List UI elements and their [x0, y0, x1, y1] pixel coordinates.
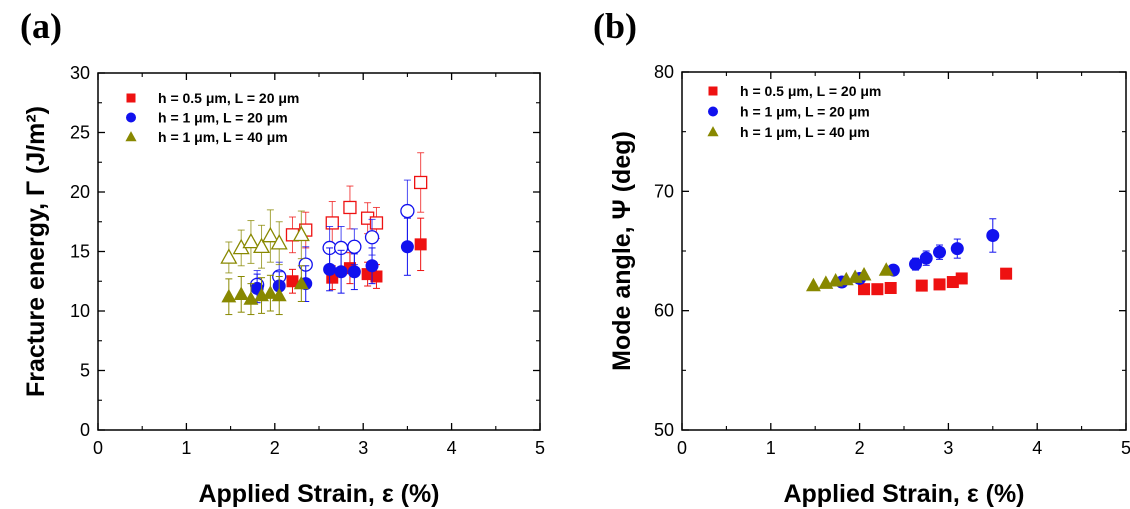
- x-tick-label: 4: [447, 438, 457, 458]
- filled-square-point: [858, 283, 871, 296]
- y-axis-title: Mode angle, Ψ (deg): [608, 131, 636, 371]
- series-circle: [249, 179, 415, 304]
- filled-square-point: [915, 279, 928, 292]
- filled-triangle-point: [243, 291, 259, 305]
- y-tick-label: 60: [654, 301, 674, 321]
- filled-square-point: [414, 238, 427, 251]
- legend-marker-square: [708, 86, 718, 96]
- legend-marker-triangle: [125, 131, 137, 142]
- y-tick-label: 10: [70, 301, 90, 321]
- filled-square-point: [884, 281, 897, 294]
- filled-square-point: [286, 275, 299, 288]
- panel-b: (b) 0 1 2 3 4 5 50 60 70 80 Applied Strain, ε (%) Mo…: [593, 6, 1130, 508]
- legend-label: h = 1 μm, L = 20 μm: [158, 110, 288, 126]
- legend-label: h = 1 μm, L = 40 μm: [158, 129, 288, 145]
- filled-circle-point: [950, 242, 964, 256]
- x-tick-label: 1: [766, 438, 776, 458]
- x-tick-label: 0: [677, 438, 687, 458]
- open-circle-point: [400, 203, 415, 219]
- filled-triangle-point: [878, 262, 894, 276]
- filled-triangle-point: [805, 277, 821, 292]
- filled-triangle-point: [221, 288, 237, 303]
- legend-marker-triangle: [707, 126, 719, 137]
- y-tick-label: 30: [70, 63, 90, 83]
- open-circle-point: [364, 230, 380, 245]
- filled-square-point: [871, 283, 884, 296]
- filled-circle-point: [323, 262, 337, 276]
- legend-label: h = 0.5 μm, L = 20 μm: [740, 83, 881, 99]
- filled-circle-point: [919, 251, 933, 265]
- filled-triangle-point: [262, 285, 278, 299]
- y-tick-label: 15: [70, 242, 90, 262]
- y-tick-label: 0: [80, 420, 90, 440]
- open-triangle-point: [242, 232, 260, 249]
- panel-label: (a): [20, 6, 62, 46]
- filled-square-point: [370, 270, 383, 283]
- filled-circle-point: [400, 240, 414, 254]
- filled-circle-point: [334, 265, 348, 279]
- x-tick-label: 0: [93, 438, 103, 458]
- y-tick-label: 50: [654, 420, 674, 440]
- plot-frame: [97, 72, 541, 431]
- open-square-point: [343, 200, 357, 215]
- open-square-point: [369, 216, 384, 230]
- legend-label: h = 0.5 μm, L = 20 μm: [158, 90, 299, 106]
- x-tick-label: 1: [181, 438, 191, 458]
- filled-circle-point: [365, 259, 379, 273]
- legend-marker-circle: [126, 112, 136, 123]
- filled-triangle-point: [233, 286, 249, 301]
- open-triangle-point: [292, 225, 310, 242]
- filled-square-point: [955, 272, 968, 285]
- y-tick-label: 5: [80, 361, 90, 381]
- filled-triangle-point: [271, 287, 287, 302]
- series-triangle: [805, 262, 894, 292]
- y-tick-label: 70: [654, 181, 674, 201]
- y-axis-title: Fracture energy, Γ (J/m²): [22, 106, 50, 397]
- filled-circle-point: [933, 245, 947, 259]
- filled-triangle-point: [856, 267, 872, 281]
- x-tick-label: 5: [535, 438, 545, 458]
- filled-triangle-point: [293, 275, 309, 290]
- y-tick-label: 20: [70, 182, 90, 202]
- filled-circle-point: [986, 228, 1000, 242]
- plot-area: [805, 218, 1013, 296]
- legend-marker-circle: [708, 106, 718, 117]
- open-square-point: [414, 175, 428, 190]
- open-square-point: [325, 216, 339, 230]
- open-triangle-point: [270, 234, 288, 250]
- x-tick-label: 2: [855, 438, 865, 458]
- x-tick-label: 3: [358, 438, 368, 458]
- series-square: [858, 267, 1013, 296]
- legend-marker-square: [126, 93, 136, 103]
- x-tick-label: 3: [943, 438, 953, 458]
- panel-a: (a) 0 1 2 3 4 5 0 5 10 15 20 25 30 Applied Strain, ε (…: [20, 6, 545, 508]
- panel-label: (b): [593, 6, 637, 46]
- legend-label: h = 1 μm, L = 20 μm: [740, 104, 870, 120]
- x-tick-label: 5: [1121, 438, 1130, 458]
- x-tick-label: 2: [270, 438, 280, 458]
- x-axis-title: Applied Strain, ε (%): [783, 480, 1024, 508]
- y-tick-label: 25: [70, 123, 90, 143]
- series-triangle: [220, 209, 310, 316]
- open-triangle-point: [261, 226, 279, 243]
- open-triangle-point: [252, 237, 271, 254]
- filled-square-point: [933, 278, 946, 291]
- x-tick-label: 4: [1032, 438, 1042, 458]
- filled-circle-point: [909, 257, 923, 271]
- open-circle-point: [347, 239, 362, 254]
- filled-square-point: [1000, 267, 1013, 280]
- open-triangle-point: [220, 248, 238, 264]
- y-tick-label: 80: [654, 62, 674, 82]
- plot-area: [220, 152, 428, 316]
- legend-label: h = 1 μm, L = 40 μm: [740, 124, 870, 140]
- filled-circle-point: [347, 265, 361, 279]
- filled-triangle-point: [828, 273, 844, 287]
- x-axis-title: Applied Strain, ε (%): [198, 480, 439, 508]
